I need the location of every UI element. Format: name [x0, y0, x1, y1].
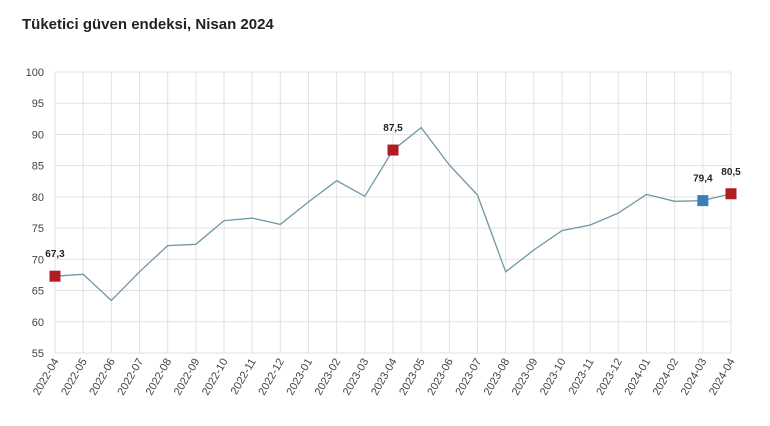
x-tick-label: 2023-09 — [510, 357, 541, 398]
x-tick-label: 2022-07 — [116, 357, 147, 398]
highlight-marker — [387, 144, 399, 156]
y-tick-label: 55 — [32, 348, 44, 360]
data-label: 79,4 — [693, 174, 713, 185]
highlight-markers: 67,3 87,5 79,4 80,5 — [45, 123, 741, 282]
x-tick-label: 2022-05 — [59, 357, 90, 398]
y-tick-label: 100 — [26, 67, 44, 79]
y-tick-label: 80 — [32, 192, 44, 204]
x-tick-label: 2023-06 — [425, 357, 456, 398]
y-tick-label: 60 — [32, 317, 44, 329]
x-tick-label: 2023-03 — [341, 357, 372, 398]
x-tick-label: 2023-02 — [313, 357, 344, 398]
y-tick-label: 70 — [32, 254, 44, 266]
x-tick-label: 2023-07 — [454, 357, 485, 398]
data-label: 67,3 — [45, 249, 65, 260]
x-tick-label: 2024-03 — [679, 357, 710, 398]
x-tick-label: 2023-08 — [482, 356, 513, 397]
x-tick-label: 2022-08 — [144, 357, 175, 398]
x-tick-label: 2023-05 — [397, 357, 428, 398]
y-tick-label: 95 — [32, 98, 44, 110]
x-tick-label: 2023-04 — [369, 357, 400, 398]
x-tick-label: 2022-06 — [87, 357, 118, 398]
highlight-marker — [49, 270, 61, 282]
y-tick-label: 75 — [32, 223, 44, 235]
y-tick-label: 85 — [32, 161, 44, 173]
x-tick-label: 2022-11 — [229, 357, 259, 397]
x-tick-label: 2022-09 — [172, 357, 203, 398]
x-tick-label: 2022-12 — [256, 357, 287, 398]
y-tick-label: 90 — [32, 129, 44, 141]
x-tick-label: 2023-11 — [567, 357, 597, 397]
data-label: 80,5 — [721, 167, 741, 178]
y-tick-label: 65 — [32, 286, 44, 298]
x-tick-label: 2024-02 — [651, 357, 682, 398]
x-tick-label: 2023-10 — [538, 357, 569, 398]
x-axis-ticks: 2022-042022-052022-062022-072022-082022-… — [31, 356, 738, 397]
grid-lines — [54, 71, 732, 354]
chart-title: Tüketici güven endeksi, Nisan 2024 — [22, 16, 274, 33]
y-axis-ticks: 55 60 65 70 75 80 85 90 95 100 — [26, 67, 44, 360]
x-tick-label: 2022-10 — [200, 357, 231, 398]
x-tick-label: 2023-01 — [285, 357, 316, 398]
x-tick-label: 2024-04 — [707, 357, 738, 398]
x-tick-label: 2023-12 — [594, 357, 625, 398]
highlight-marker — [697, 195, 709, 207]
data-label: 87,5 — [383, 123, 403, 134]
highlight-marker — [725, 188, 737, 200]
x-tick-label: 2022-04 — [31, 357, 62, 398]
x-tick-label: 2024-01 — [623, 357, 654, 398]
